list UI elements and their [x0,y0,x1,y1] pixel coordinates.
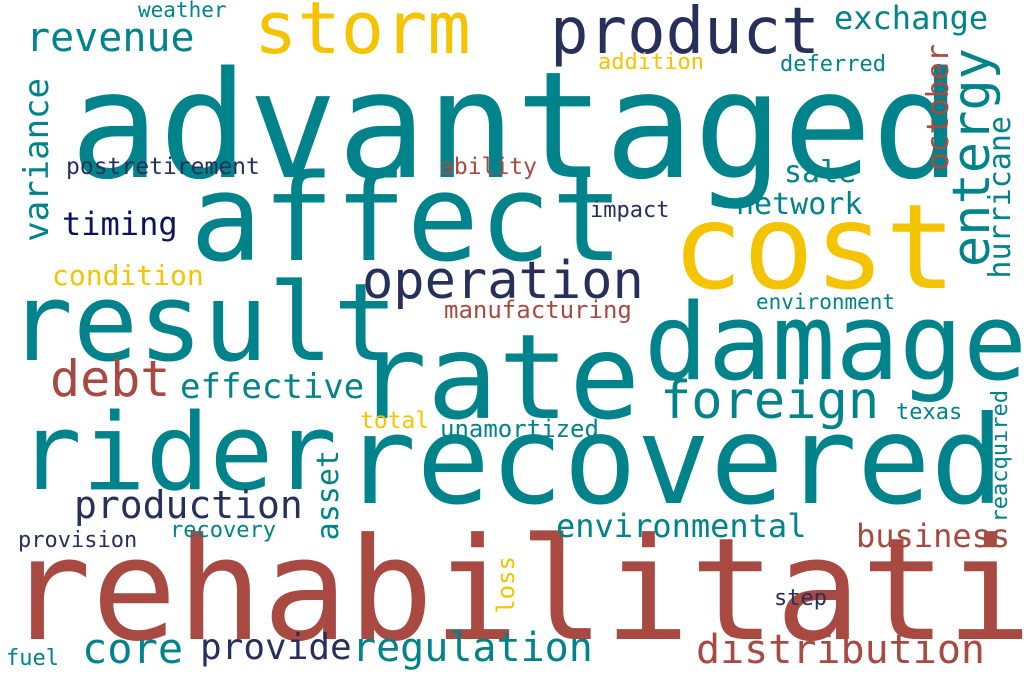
word-business: business [856,517,1011,555]
word-condition: condition [52,259,204,292]
word-production: production [74,483,303,527]
word-sale: sale [784,155,857,190]
word-provide: provide [200,627,352,668]
word-postretirement: postretirement [66,154,260,180]
word-product: product [550,0,820,69]
word-step: step [774,586,827,611]
word-unamortized: unamortized [440,415,599,443]
word-loss: loss [492,556,520,614]
word-rehabilitation: rehabilitation [6,508,1024,673]
word-manufacturing: manufacturing [444,296,632,324]
word-timing: timing [62,205,178,243]
word-advantaged: advantaged [70,40,962,212]
word-ability: ability [440,154,537,180]
word-affect: affect [190,150,624,289]
word-foreign: foreign [660,371,880,431]
word-operation: operation [362,251,644,311]
word-texas: texas [896,400,963,425]
word-provision: provision [18,528,138,553]
word-damage: damage [644,281,1024,404]
word-deferred: deferred [780,52,886,77]
word-result: result [8,261,399,386]
word-storm: storm [254,0,471,70]
word-debt: debt [50,350,171,408]
word-october: october [921,44,956,171]
word-core: core [82,624,184,673]
word-reacquired: reacquired [988,390,1013,523]
word-rate: rate [356,308,641,446]
word-recovery: recovery [170,518,276,543]
word-impact: impact [590,198,670,223]
word-total: total [360,408,430,434]
word-addition: addition [598,50,704,75]
word-rider: rider [18,391,338,514]
word-weather: weather [138,0,227,22]
word-network: network [736,187,863,222]
word-regulation: regulation [352,625,593,671]
word-revenue: revenue [26,15,195,61]
word-environmental: environmental [556,507,807,545]
word-effective: effective [180,367,365,407]
word-cost: cost [672,178,957,316]
word-exchange: exchange [834,0,989,37]
word-asset: asset [311,450,346,541]
word-variance: variance [17,78,57,242]
word-fuel: fuel [6,646,59,671]
word-environment: environment [756,290,896,314]
word-distribution: distribution [696,627,985,673]
word-hurricane: hurricane [983,116,1018,279]
word-recovered: recovered [343,390,1005,532]
